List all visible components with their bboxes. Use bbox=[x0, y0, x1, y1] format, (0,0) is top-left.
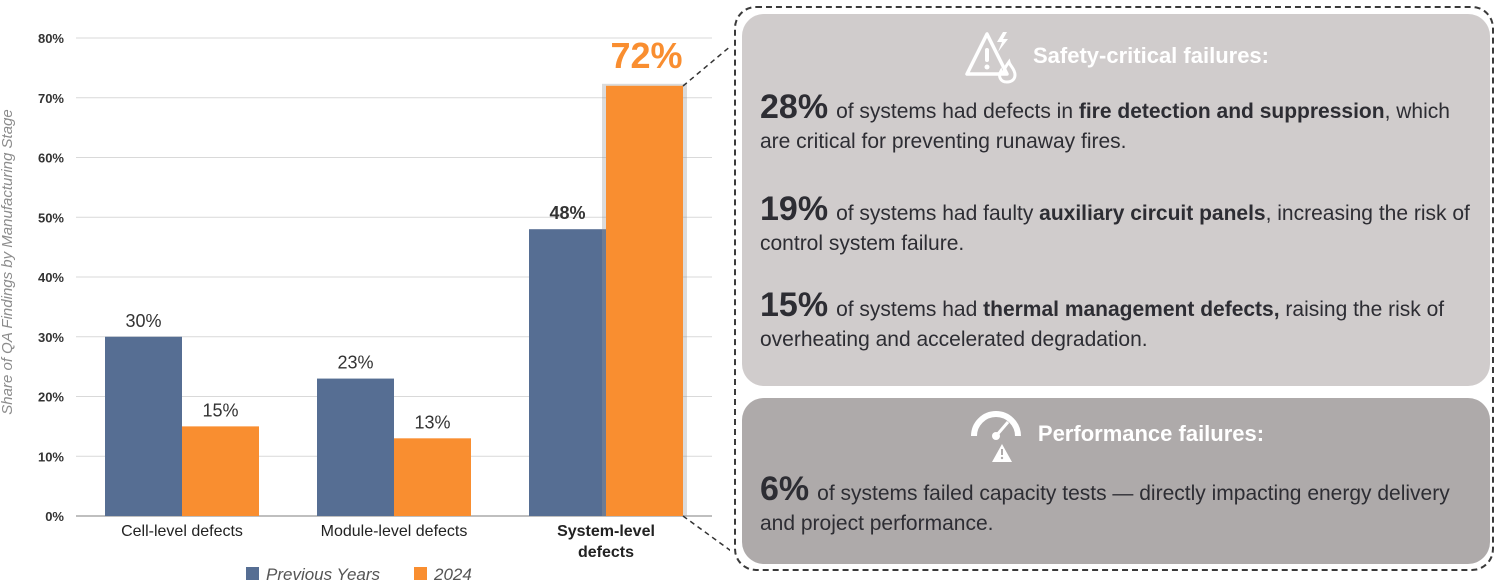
stat-text-end: , which are critical for preventing runa… bbox=[760, 100, 1450, 153]
legend-label-2024: 2024 bbox=[433, 565, 472, 582]
x-tick-label: System-level bbox=[557, 523, 655, 540]
y-tick-label: 40% bbox=[38, 270, 64, 285]
bar-2024 bbox=[182, 426, 259, 516]
y-tick-label: 80% bbox=[38, 31, 64, 46]
bar-previous bbox=[317, 378, 394, 516]
safety-panel-title: Safety-critical failures: bbox=[1033, 43, 1269, 68]
bar-chart: 0% 10% 20% 30% 40% 50% 60% 70% 80% 30% 15% 23% 13% 4… bbox=[0, 31, 730, 582]
bar-previous bbox=[529, 229, 606, 516]
performance-panel: Performance failures: 6% of systems faile… bbox=[742, 398, 1490, 564]
performance-panel-header: Performance failures: bbox=[742, 406, 1490, 462]
stat-text: of systems had bbox=[836, 298, 984, 321]
x-tick-label: Module-level defects bbox=[321, 523, 468, 540]
stat-emphasis: fire detection and suppression bbox=[1078, 100, 1385, 123]
stat-value: 15% bbox=[760, 286, 829, 324]
data-label: 30% bbox=[125, 311, 161, 331]
data-label: 72% bbox=[610, 35, 682, 76]
callout-connector-bottom bbox=[682, 515, 730, 552]
stat-value: 28% bbox=[760, 88, 829, 126]
callout-connector-top bbox=[682, 45, 730, 87]
y-tick-label: 60% bbox=[38, 151, 64, 166]
stat-emphasis: thermal management defects, bbox=[983, 298, 1280, 321]
y-tick-label: 70% bbox=[38, 91, 64, 106]
data-label: 13% bbox=[414, 412, 450, 432]
chart-legend: Previous Years 2024 bbox=[246, 565, 472, 582]
safety-stat-thermal-management: 15% of systems had thermal management def… bbox=[760, 288, 1470, 355]
chart-data-labels: 30% 15% 23% 13% 48% 72% bbox=[125, 35, 682, 433]
safety-critical-panel: Safety-critical failures: 28% of systems … bbox=[742, 14, 1490, 386]
stat-text: of systems had defects in bbox=[836, 100, 1079, 123]
stat-value: 19% bbox=[760, 190, 829, 228]
stat-text-end: , increasing the risk of control system … bbox=[760, 202, 1470, 255]
x-tick-label: Cell-level defects bbox=[121, 523, 243, 540]
bar-2024 bbox=[394, 438, 471, 516]
safety-stat-fire-detection: 28% of systems had defects in fire detect… bbox=[760, 90, 1470, 157]
gauge-warning-icon bbox=[970, 411, 1021, 462]
bar-2024 bbox=[606, 85, 683, 517]
x-axis-labels: Cell-level defects Module-level defects Sy… bbox=[121, 523, 655, 561]
y-tick-label: 50% bbox=[38, 210, 64, 225]
stat-text: of systems had faulty bbox=[836, 202, 1040, 225]
data-label: 15% bbox=[202, 400, 238, 420]
performance-stat-capacity: 6% of systems failed capacity tests — dir… bbox=[760, 472, 1470, 539]
y-tick-label: 20% bbox=[38, 390, 64, 405]
y-axis-label: Share of QA Findings by Manufacturing St… bbox=[0, 109, 16, 414]
stat-value: 6% bbox=[760, 470, 810, 508]
stat-text-end: raising the risk of overheating and acce… bbox=[760, 298, 1445, 351]
y-tick-label: 0% bbox=[45, 509, 64, 524]
performance-panel-title: Performance failures: bbox=[1037, 421, 1265, 446]
y-tick-label: 10% bbox=[38, 449, 64, 464]
safety-panel-header: Safety-critical failures: bbox=[742, 28, 1490, 84]
callout-frame bbox=[734, 6, 1494, 571]
legend-swatch-previous bbox=[246, 567, 259, 580]
legend-swatch-2024 bbox=[414, 567, 427, 580]
stat-text: of systems failed capacity tests — direc… bbox=[760, 482, 1450, 535]
safety-stat-auxiliary-panels: 19% of systems had faulty auxiliary circu… bbox=[760, 192, 1470, 259]
data-label: 23% bbox=[337, 353, 373, 373]
y-axis-ticks: 0% 10% 20% 30% 40% 50% 60% 70% 80% bbox=[38, 31, 64, 524]
legend-label-previous: Previous Years bbox=[266, 565, 381, 582]
bar-previous bbox=[105, 336, 182, 516]
chart-bars bbox=[105, 83, 687, 517]
data-label: 48% bbox=[549, 203, 585, 223]
x-tick-label: defects bbox=[578, 544, 634, 561]
stat-emphasis: auxiliary circuit panels bbox=[1039, 202, 1266, 225]
warning-fire-icon bbox=[965, 32, 1017, 84]
y-tick-label: 30% bbox=[38, 330, 64, 345]
